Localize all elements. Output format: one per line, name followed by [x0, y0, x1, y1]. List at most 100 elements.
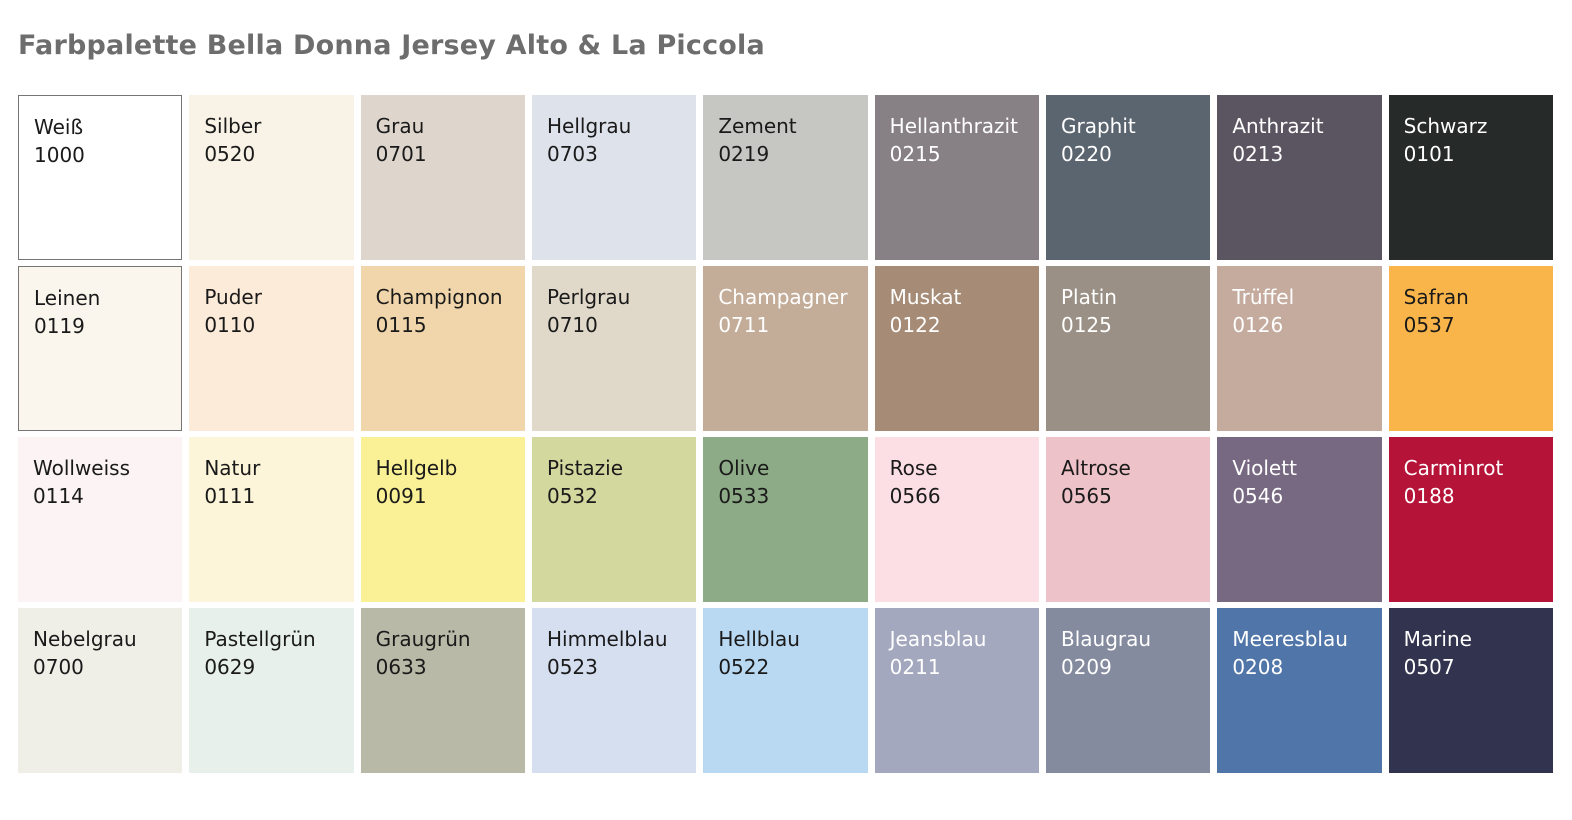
swatch: Graugrün 0633 [360, 608, 525, 773]
swatch-code-label: 0110 [204, 313, 256, 337]
swatch-code-label: 0219 [718, 142, 770, 166]
swatch: Platin 0125 [1045, 266, 1211, 431]
swatch: Champagner 0711 [703, 266, 868, 431]
swatch: Weiß 1000 [18, 95, 183, 260]
swatch-name-label: Rose [889, 456, 938, 480]
swatch-name-label: Marine [1403, 627, 1472, 651]
swatch: Zement 0219 [703, 95, 868, 260]
swatch-name-label: Wollweiss [33, 456, 131, 480]
palette-grid: Weiß 1000 Silber 0520 Grau 0701 Hellgrau 0703 Ze… [18, 95, 1553, 773]
swatch-name-label: Platin [1060, 285, 1117, 309]
swatch: Hellgelb 0091 [360, 437, 525, 602]
swatch-code-label: 0114 [33, 484, 84, 508]
page-title: Farbpalette Bella Donna Jersey Alto & La… [18, 30, 765, 61]
swatch: Pastellgrün 0629 [189, 608, 354, 773]
swatch-name-label: Schwarz [1403, 114, 1488, 138]
swatch-code-label: 0522 [718, 655, 770, 679]
swatch-code-label: 0711 [718, 313, 770, 337]
swatch: Marine 0507 [1388, 608, 1553, 773]
swatch: Safran 0537 [1388, 266, 1553, 431]
swatch-name-label: Safran [1403, 285, 1469, 309]
swatch-name-label: Silber [204, 114, 262, 138]
swatch: Puder 0110 [189, 266, 354, 431]
swatch: Rose 0566 [874, 437, 1039, 602]
swatch: Altrose 0565 [1045, 437, 1211, 602]
swatch-name-label: Natur [204, 456, 261, 480]
swatch-name-label: Hellanthrazit [889, 114, 1018, 138]
swatch-code-label: 0507 [1403, 655, 1455, 679]
swatch: Schwarz 0101 [1388, 95, 1553, 260]
swatch-code-label: 0220 [1060, 142, 1112, 166]
swatch: Champignon 0115 [360, 266, 525, 431]
swatch: Silber 0520 [189, 95, 354, 260]
swatch-code-label: 0126 [1232, 313, 1284, 337]
swatch-code-label: 0091 [375, 484, 427, 508]
swatch-name-label: Hellgrau [546, 114, 632, 138]
swatch: Muskat 0122 [874, 266, 1039, 431]
swatch-name-label: Perlgrau [546, 285, 631, 309]
swatch-name-label: Champagner [718, 285, 848, 309]
swatch-name-label: Olive [718, 456, 770, 480]
swatch-name-label: Zement [718, 114, 797, 138]
swatch-name-label: Graphit [1060, 114, 1136, 138]
swatch-code-label: 0125 [1060, 313, 1112, 337]
swatch-name-label: Grau [375, 114, 425, 138]
swatch: Anthrazit 0213 [1217, 95, 1382, 260]
swatch-name-label: Carminrot [1403, 456, 1504, 480]
swatch: Graphit 0220 [1045, 95, 1211, 260]
swatch-code-label: 0101 [1403, 142, 1455, 166]
swatch: Natur 0111 [189, 437, 354, 602]
swatch: Hellanthrazit 0215 [874, 95, 1039, 260]
swatch-code-label: 0213 [1232, 142, 1284, 166]
swatch-name-label: Jeansblau [889, 627, 987, 651]
swatch-name-label: Pistazie [546, 456, 624, 480]
swatch-code-label: 0537 [1403, 313, 1455, 337]
swatch: Trüffel 0126 [1217, 266, 1382, 431]
swatch-code-label: 0532 [546, 484, 598, 508]
swatch: Perlgrau 0710 [531, 266, 697, 431]
swatch: Olive 0533 [703, 437, 868, 602]
swatch-code-label: 0565 [1060, 484, 1112, 508]
swatch-name-label: Altrose [1060, 456, 1131, 480]
swatch-code-label: 0115 [375, 313, 427, 337]
swatch-name-label: Violett [1232, 456, 1297, 480]
swatch: Hellblau 0522 [703, 608, 868, 773]
swatch: Violett 0546 [1217, 437, 1382, 602]
swatch-code-label: 0111 [204, 484, 256, 508]
swatch-name-label: Anthrazit [1232, 114, 1324, 138]
swatch: Meeresblau 0208 [1217, 608, 1382, 773]
swatch-name-label: Hellgelb [375, 456, 458, 480]
swatch: Leinen 0119 [18, 266, 183, 431]
swatch-code-label: 0209 [1060, 655, 1112, 679]
swatch-name-label: Weiß [34, 115, 84, 139]
swatch-code-label: 0122 [889, 313, 941, 337]
swatch-name-label: Muskat [889, 285, 962, 309]
swatch-code-label: 0701 [375, 142, 427, 166]
swatch-name-label: Leinen [34, 286, 101, 310]
swatch-name-label: Meeresblau [1232, 627, 1348, 651]
swatch-code-label: 1000 [34, 143, 85, 167]
swatch-code-label: 0633 [375, 655, 427, 679]
swatch-code-label: 0703 [546, 142, 598, 166]
swatch-code-label: 0208 [1232, 655, 1284, 679]
swatch: Blaugrau 0209 [1045, 608, 1211, 773]
swatch-code-label: 0566 [889, 484, 941, 508]
swatch: Hellgrau 0703 [531, 95, 697, 260]
swatch-code-label: 0188 [1403, 484, 1455, 508]
swatch-name-label: Pastellgrün [204, 627, 316, 651]
swatch-name-label: Trüffel [1232, 285, 1295, 309]
swatch-code-label: 0629 [204, 655, 256, 679]
swatch: Pistazie 0532 [531, 437, 697, 602]
swatch: Himmelblau 0523 [531, 608, 697, 773]
swatch-name-label: Hellblau [718, 627, 800, 651]
swatch-code-label: 0215 [889, 142, 941, 166]
swatch: Wollweiss 0114 [18, 437, 183, 602]
swatch-code-label: 0546 [1232, 484, 1284, 508]
swatch-code-label: 0710 [546, 313, 598, 337]
swatch: Nebelgrau 0700 [18, 608, 183, 773]
swatch-name-label: Himmelblau [546, 627, 668, 651]
swatch-code-label: 0520 [204, 142, 256, 166]
swatch: Jeansblau 0211 [874, 608, 1039, 773]
swatch-name-label: Blaugrau [1060, 627, 1152, 651]
swatch-name-label: Nebelgrau [33, 627, 137, 651]
